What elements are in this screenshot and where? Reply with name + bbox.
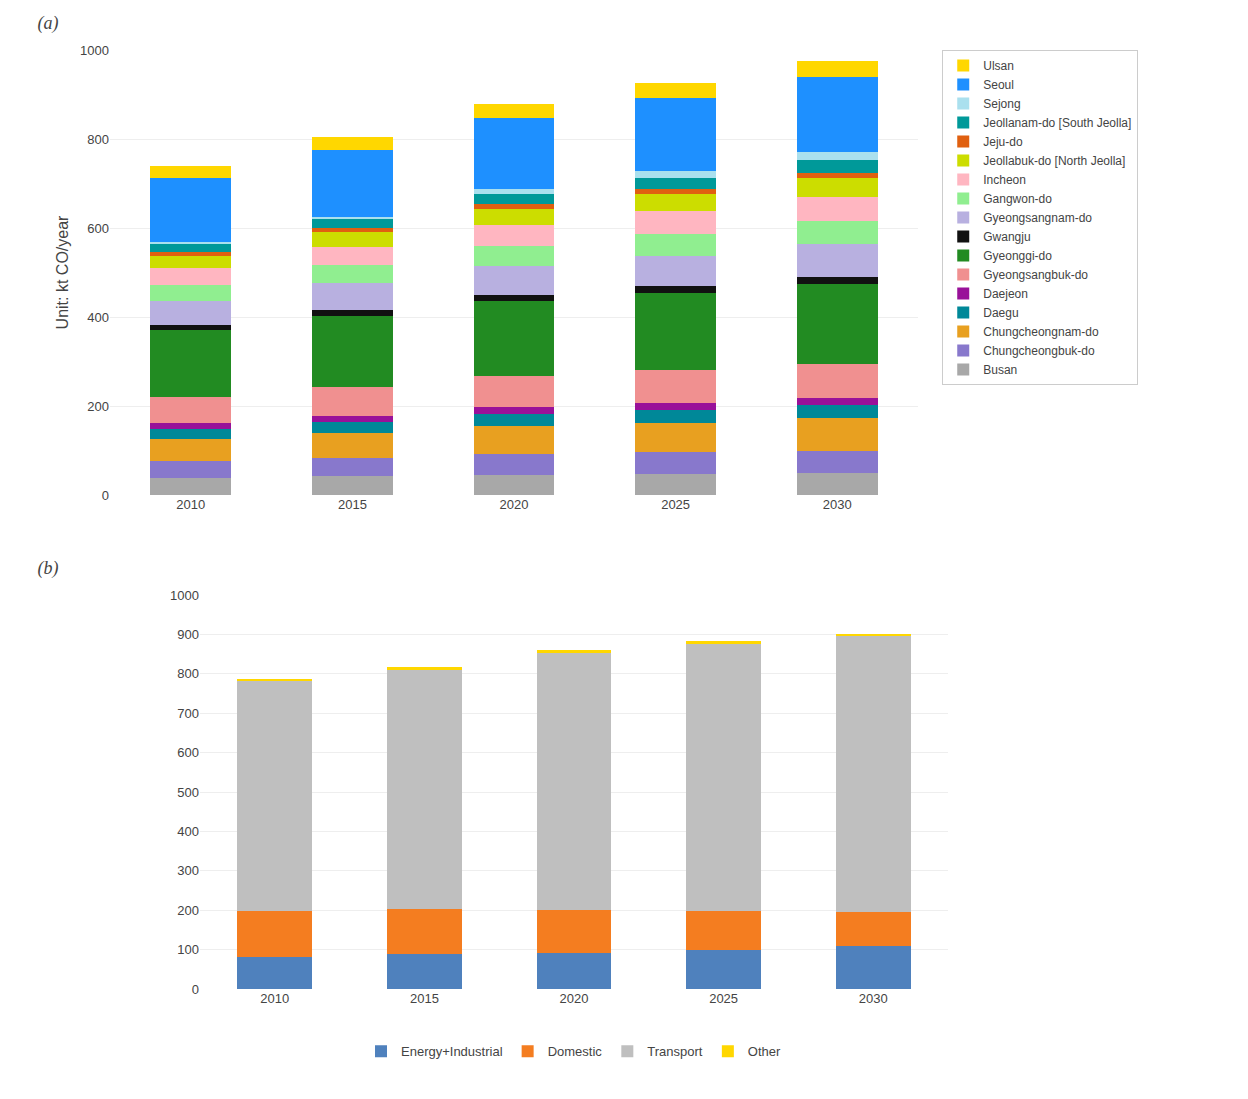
- svg-text:700: 700: [177, 706, 199, 721]
- svg-text:2025: 2025: [661, 497, 690, 512]
- svg-text:300: 300: [177, 863, 199, 878]
- svg-text:500: 500: [177, 785, 199, 800]
- svg-text:2020: 2020: [500, 497, 529, 512]
- svg-text:Incheon: Incheon: [983, 173, 1026, 187]
- svg-text:400: 400: [87, 310, 109, 325]
- svg-text:2030: 2030: [859, 991, 888, 1006]
- svg-text:800: 800: [87, 132, 109, 147]
- svg-text:2015: 2015: [410, 991, 439, 1006]
- svg-text:200: 200: [177, 903, 199, 918]
- svg-text:Gyeonggi-do: Gyeonggi-do: [983, 249, 1052, 263]
- svg-text:Domestic: Domestic: [548, 1044, 603, 1059]
- svg-text:Gwangju: Gwangju: [983, 230, 1030, 244]
- svg-text:600: 600: [177, 745, 199, 760]
- svg-text:2025: 2025: [709, 991, 738, 1006]
- svg-text:2010: 2010: [176, 497, 205, 512]
- svg-text:1000: 1000: [80, 43, 109, 58]
- svg-text:Energy+Industrial: Energy+Industrial: [401, 1044, 503, 1059]
- svg-text:Jeollabuk-do [North Jeolla]: Jeollabuk-do [North Jeolla]: [983, 154, 1125, 168]
- svg-text:900: 900: [177, 627, 199, 642]
- svg-text:(a): (a): [37, 13, 58, 34]
- svg-text:Sejong: Sejong: [983, 97, 1020, 111]
- svg-text:Jeollanam-do [South Jeolla]: Jeollanam-do [South Jeolla]: [983, 116, 1131, 130]
- svg-text:2020: 2020: [560, 991, 589, 1006]
- svg-text:2015: 2015: [338, 497, 367, 512]
- svg-text:Chungcheongbuk-do: Chungcheongbuk-do: [983, 344, 1095, 358]
- svg-text:Daegu: Daegu: [983, 306, 1018, 320]
- svg-text:Other: Other: [748, 1044, 781, 1059]
- svg-text:2010: 2010: [260, 991, 289, 1006]
- svg-text:Gangwon-do: Gangwon-do: [983, 192, 1052, 206]
- svg-text:Gyeongsangbuk-do: Gyeongsangbuk-do: [983, 268, 1088, 282]
- svg-text:Daejeon: Daejeon: [983, 287, 1028, 301]
- svg-text:200: 200: [87, 399, 109, 414]
- svg-text:Busan: Busan: [983, 363, 1017, 377]
- svg-text:800: 800: [177, 666, 199, 681]
- svg-text:Chungcheongnam-do: Chungcheongnam-do: [983, 325, 1099, 339]
- svg-text:0: 0: [102, 488, 109, 503]
- svg-text:600: 600: [87, 221, 109, 236]
- svg-text:Transport: Transport: [647, 1044, 703, 1059]
- svg-text:Jeju-do: Jeju-do: [983, 135, 1023, 149]
- svg-text:0: 0: [192, 982, 199, 997]
- svg-text:Ulsan: Ulsan: [983, 59, 1014, 73]
- svg-text:2030: 2030: [823, 497, 852, 512]
- svg-text:100: 100: [177, 942, 199, 957]
- svg-text:400: 400: [177, 824, 199, 839]
- svg-text:1000: 1000: [170, 588, 199, 603]
- svg-text:Gyeongsangnam-do: Gyeongsangnam-do: [983, 211, 1092, 225]
- svg-text:(b): (b): [37, 558, 58, 579]
- svg-text:Unit: kt CO/year: Unit: kt CO/year: [54, 215, 71, 329]
- svg-text:Seoul: Seoul: [983, 78, 1014, 92]
